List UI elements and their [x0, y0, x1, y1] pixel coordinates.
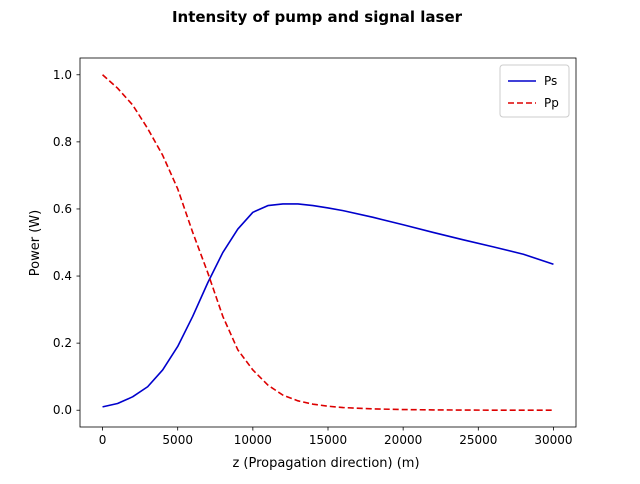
legend: Ps Pp — [499, 64, 570, 118]
legend-label-ps: Ps — [544, 74, 557, 88]
y-axis: 0.0 0.2 0.4 0.6 0.8 1.0 — [53, 68, 80, 417]
legend-box — [499, 64, 570, 118]
x-tick-label: 0 — [99, 433, 107, 447]
y-tick-label: 0.2 — [53, 336, 72, 350]
y-axis-label: Power (W) — [28, 210, 43, 276]
x-tick-label: 20000 — [384, 433, 422, 447]
x-axis-label: z (Propagation direction) (m) — [232, 456, 419, 471]
x-tick-label: 25000 — [459, 433, 497, 447]
x-tick-label: 15000 — [309, 433, 347, 447]
x-tick-label: 10000 — [234, 433, 272, 447]
y-tick-label: 0.6 — [53, 202, 72, 216]
x-tick-label: 30000 — [534, 433, 572, 447]
y-tick-label: 1.0 — [53, 68, 72, 82]
x-axis: 0 5000 10000 15000 20000 25000 30000 — [99, 427, 573, 447]
y-tick-label: 0.8 — [53, 135, 72, 149]
x-tick-label: 5000 — [162, 433, 193, 447]
series-line-pp — [102, 74, 554, 412]
y-tick-label: 0.4 — [53, 269, 72, 283]
legend-label-pp: Pp — [544, 96, 559, 110]
chart-title: Intensity of pump and signal laser — [172, 8, 463, 26]
series-line-ps — [102, 203, 554, 408]
y-tick-label: 0.0 — [53, 403, 72, 417]
